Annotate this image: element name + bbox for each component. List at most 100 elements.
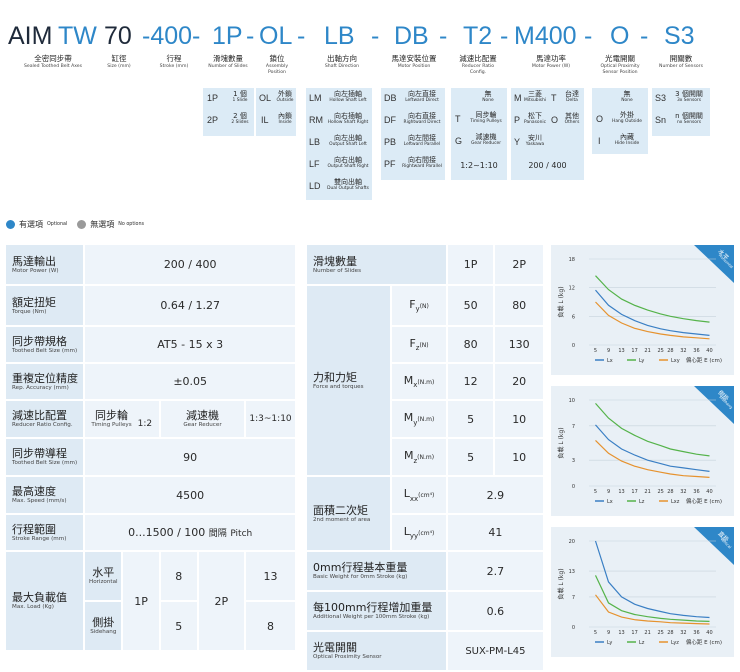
row-belt: 同步帶規格 Toothed Belt Size (mm) AT5 - 15 x 3 [3,325,297,364]
row-mx: Mx(N.m) 12 20 [306,362,545,401]
sidehang-label: 側掛 Sidehang [83,600,124,652]
row-lyy: Lyy(cm⁴) 41 [306,513,546,552]
series-line-lz [594,575,710,622]
option-label: 向右直接 Rightward Direct [403,112,441,125]
options-shaft: LM 向左插軸 Hollow Shaft Left RM 向右插軸 Hollow Shaf… [306,88,372,200]
legend-no-options-en: No options [118,222,145,227]
x-tick-label: 40 [706,489,712,495]
y-tick-label: 0 [572,484,575,490]
option-label: 安川 Yaskawa [525,134,545,147]
option-code: O [596,114,604,124]
x-tick-label: 36 [693,348,699,354]
label-cell: 每100mm行程增加重量 Additional Weight per 100mm … [305,590,448,632]
legend-no-options: 無選項 [90,220,115,229]
load-chart-sidehang: 側掛 Sidehang 0 3 7 10 負載 L (kg) 5 9 13 17 21 25 28 32 36… [551,386,734,516]
option-code: PB [384,137,397,147]
value-accuracy: ±0.05 [83,362,297,401]
option-code: LB [309,137,321,147]
x-tick-label: 36 [693,630,699,636]
legend-optional: 有選項 [19,220,43,229]
code-aim: AIM [8,22,53,50]
option-label: 向右插軸 Hollow Shaft Right [327,112,369,125]
options-reducer: 無 None T 同步輪 Timing Pulleys G 減速機 Gear Redu… [451,88,507,180]
value-sensor: SUX-PM-L45 [445,630,546,672]
code-sensors: S3 [664,22,695,50]
value-fy-1p: 50 [445,284,496,327]
options-sensors: S3 3 個開關 3x Sensors Sn n 個開關 nx Sensors [652,88,710,136]
symbol-lyy: Lyy(cm⁴) [390,513,448,552]
row-mz: Mz(N.m) 5 10 [306,437,545,477]
symbol-mx: Mx(N.m) [390,362,448,401]
option-label: 無 None [621,90,633,103]
label-cell: 減速比配置 Reducer Ratio Config. [3,399,86,439]
y-tick-label: 3 [572,458,575,464]
chart-tag-corner [694,245,734,283]
row-accuracy: 重複定位精度 Rep. Accuracy (mm) ±0.05 [3,362,297,401]
legend-label: Ly [639,358,644,364]
chart-tag-corner [694,527,734,565]
load-2p: 2P [196,550,247,652]
x-tick-label: 21 [644,489,650,495]
option-code: 1P [207,93,219,103]
label-cell: 最大負載值 Max. Load (Kg) [3,550,86,652]
value-lyy: 41 [445,513,546,552]
series-line-lx [595,424,710,472]
spec-table-right: 滑塊數量 Number of Slides 1P 2P 力和力矩 Force and… [304,243,546,672]
x-tick-label: 28 [667,489,673,495]
value-lead: 90 [83,437,297,477]
y-tick-label: 12 [569,286,575,292]
label-cell: 面積二次矩 2nd moment of area [304,475,393,552]
slides-1p: 1P [445,243,496,286]
x-axis-label: 偏心距 E (cm) [686,356,722,364]
y-axis-label: 負載 L (kg) [557,286,565,317]
option-code: G [455,136,463,146]
x-tick-label: 40 [706,630,712,636]
value-mx-2p: 20 [493,362,545,401]
x-tick-label: 5 [594,489,597,495]
option-label: n 個開關 nx Sensors [675,112,703,125]
options-sensorpos: 無 None O 外掛 Hang Outside I 內藏 Hide Inside [592,88,648,154]
x-tick-label: 5 [594,630,597,636]
legend-label: Ly [607,640,612,646]
label-cell: 0mm行程基本重量 Basic Weight for 0mm Stroke (kg… [305,550,448,592]
x-axis-label: 偏心距 E (cm) [686,497,722,505]
legend-label: Lz [639,640,645,646]
x-tick-label: 21 [644,630,650,636]
head-stroke: 行程 Stroke (mm) [159,54,189,69]
no-option-dot-icon [77,220,87,229]
value-belt: AT5 - 15 x 3 [83,325,297,364]
row-my: My(N.m) 5 10 [306,399,545,439]
option-code: DB [384,93,397,103]
symbol-mz: Mz(N.m) [390,437,448,477]
row-load-sidehang: 側掛 Sidehang 5 8 [5,600,297,652]
series-line-lx [595,289,710,336]
row-reducer: 減速比配置 Reducer Ratio Config. 同步輪 Timing Pul… [3,399,297,439]
timing-pulley-cell: 同步輪 Timing Pulleys 1:2 [83,399,161,439]
x-tick-label: 36 [693,489,699,495]
value-lxx: 2.9 [445,475,546,515]
value-stroke: 0...1500 / 100 間隔 Pitch [83,513,297,552]
option-code: S3 [655,93,667,103]
y-tick-label: 7 [572,595,575,601]
label-cell: 馬達輸出 Motor Power (W) [3,243,86,286]
code-motorpos: DB [394,22,429,50]
chart-tag-corner [694,386,734,424]
reducer-ratio: 1:2~1:10 [460,161,498,170]
head-motorpos: 馬達安裝位置 Motor Position [391,54,437,69]
option-code: Sn [655,115,667,125]
option-label: 內鎖 Inside [278,112,292,125]
spec-table-left: 馬達輸出 Motor Power (W) 200 / 400 額定扭矩 Torque… [3,243,297,652]
option-code: T [551,93,557,103]
value-add-weight: 0.6 [445,590,546,632]
x-axis-label: 偏心距 E (cm) [686,638,722,646]
legend-label: Lz [639,499,645,505]
options-motorpos: DB 向左直接 Leftward Direct DF 向右直接 Rightward Dir… [381,88,445,180]
option-label: 同步輪 Timing Pulleys [470,111,502,124]
symbol-fz: Fz(N) [390,325,448,364]
row-lxx: 面積二次矩 2nd moment of area Lxx(cm⁴) 2.9 [304,475,546,552]
option-label: 無 None [482,90,494,103]
option-code: LM [309,93,322,103]
